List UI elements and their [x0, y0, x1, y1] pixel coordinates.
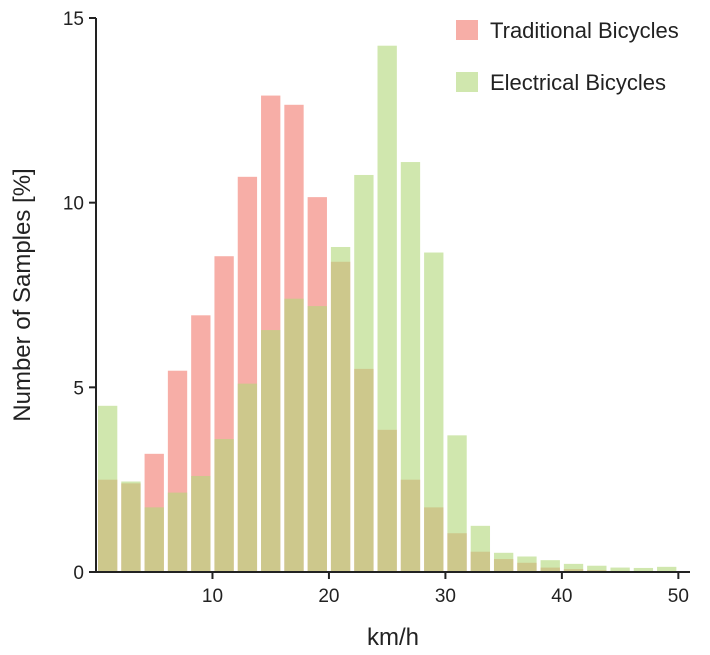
y-tick-label: 10 — [63, 194, 84, 215]
x-axis-label: km/h — [367, 624, 419, 651]
bar — [330, 246, 351, 573]
bar — [447, 435, 467, 572]
bar — [540, 560, 560, 572]
bar — [493, 552, 514, 572]
bar — [610, 567, 630, 572]
x-tick-label: 50 — [668, 586, 689, 607]
x-tick-label: 40 — [551, 586, 572, 607]
x-tick-label: 10 — [202, 586, 223, 607]
legend-swatch — [456, 72, 478, 92]
y-tick-label: 5 — [73, 378, 84, 399]
y-axis-label: Number of Samples [%] — [9, 168, 36, 421]
bar — [354, 174, 374, 572]
bar — [261, 330, 281, 572]
bar — [214, 439, 234, 572]
legend-label: Electrical Bicycles — [490, 70, 666, 95]
x-tick-label: 30 — [435, 586, 456, 607]
x-tick-label: 20 — [318, 586, 339, 607]
bar — [144, 507, 164, 572]
legend-label: Traditional Bicycles — [490, 18, 679, 43]
x-ticks: 10 20 30 40 50 — [202, 572, 689, 607]
bar — [563, 563, 584, 572]
bar — [97, 405, 118, 572]
bar — [400, 162, 421, 573]
bar — [121, 481, 141, 572]
bar — [424, 252, 444, 572]
bar — [191, 475, 211, 572]
bar — [307, 306, 327, 572]
bar — [633, 567, 654, 572]
bar — [657, 566, 677, 572]
y-tick-label: 0 — [73, 563, 84, 584]
series-2 — [97, 45, 677, 573]
bar — [377, 45, 397, 572]
legend-swatch — [456, 20, 478, 40]
bar — [237, 383, 258, 572]
bar — [517, 556, 537, 572]
bar — [587, 565, 607, 572]
legend: Traditional Bicycles Electrical Bicycles — [456, 18, 679, 95]
bar — [284, 298, 304, 572]
bar — [167, 492, 188, 572]
bar — [470, 525, 491, 572]
y-tick-label: 15 — [63, 9, 84, 30]
plot-area — [97, 45, 677, 573]
y-ticks: 0 5 10 15 — [63, 9, 96, 584]
